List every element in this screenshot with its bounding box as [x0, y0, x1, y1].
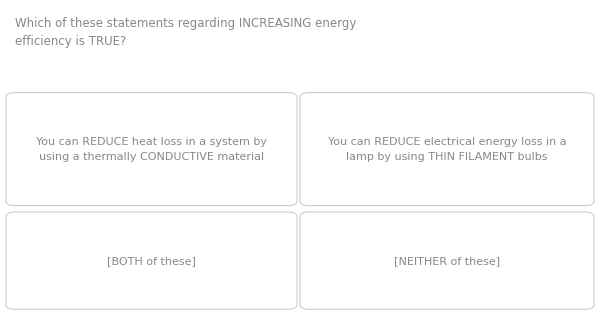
FancyBboxPatch shape [6, 212, 297, 309]
FancyBboxPatch shape [6, 93, 297, 206]
Text: Which of these statements regarding INCREASING energy
efficiency is TRUE?: Which of these statements regarding INCR… [15, 17, 356, 48]
Text: You can REDUCE heat loss in a system by
using a thermally CONDUCTIVE material: You can REDUCE heat loss in a system by … [36, 137, 267, 161]
Text: [BOTH of these]: [BOTH of these] [107, 256, 196, 266]
Text: [NEITHER of these]: [NEITHER of these] [394, 256, 500, 266]
Text: You can REDUCE electrical energy loss in a
lamp by using THIN FILAMENT bulbs: You can REDUCE electrical energy loss in… [328, 137, 566, 161]
FancyBboxPatch shape [300, 93, 594, 206]
FancyBboxPatch shape [300, 212, 594, 309]
